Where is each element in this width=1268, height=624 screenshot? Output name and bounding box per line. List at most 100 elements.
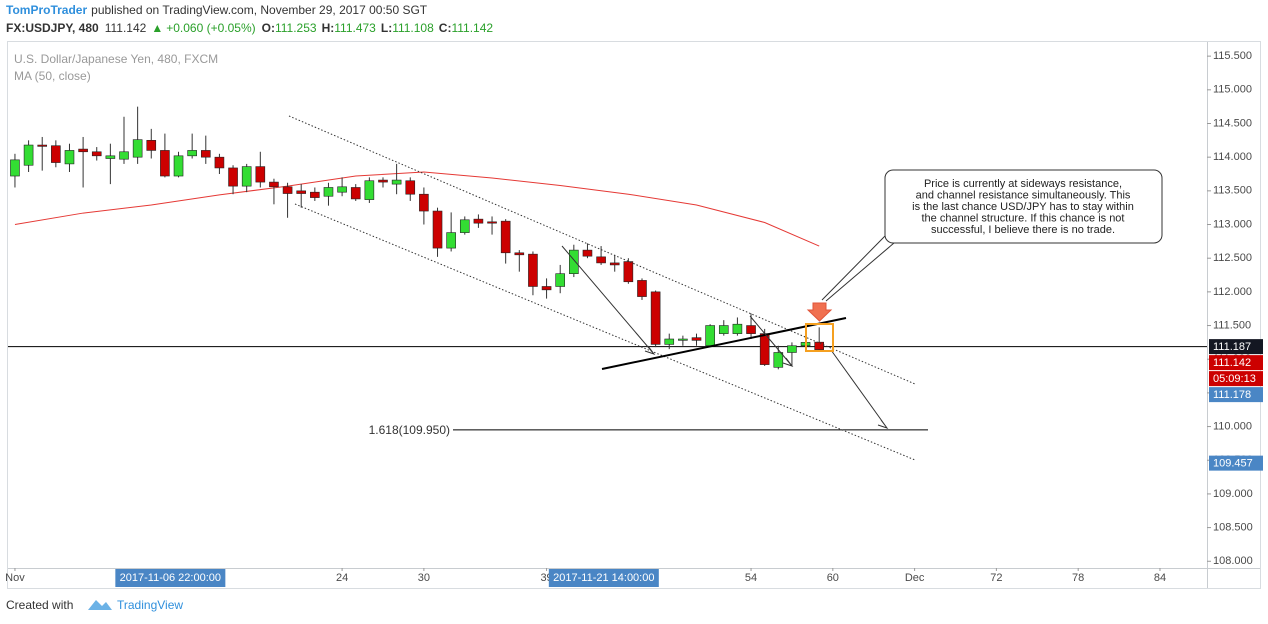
x-highlight bbox=[115, 569, 226, 587]
price-label-box bbox=[1209, 387, 1263, 403]
candle-body bbox=[255, 166, 266, 183]
candle-body bbox=[582, 249, 593, 257]
candle-body bbox=[310, 191, 320, 198]
candle-body bbox=[241, 166, 252, 187]
candle-body bbox=[146, 140, 157, 151]
symbol-line: FX:USDJPY, 480 111.142 ▲ +0.060 (+0.05%) O:1… bbox=[6, 21, 493, 35]
header-line: TomProTrader published on TradingView.com… bbox=[6, 3, 428, 17]
callout-box bbox=[884, 169, 1163, 244]
arrow bbox=[561, 245, 656, 355]
candle-body bbox=[746, 325, 756, 334]
y-tick-label: 115.500 bbox=[1213, 50, 1252, 62]
candle-body bbox=[650, 291, 661, 345]
arrow bbox=[830, 349, 889, 429]
candle-body bbox=[132, 139, 143, 158]
last: 111.142 bbox=[105, 21, 147, 35]
candle-body bbox=[446, 232, 456, 249]
candle-body bbox=[432, 210, 443, 249]
candle-body bbox=[405, 180, 416, 195]
high: 111.473 bbox=[334, 21, 376, 35]
candle-body bbox=[691, 337, 702, 341]
price-label: 109.457 bbox=[1213, 458, 1253, 470]
candle-body bbox=[569, 249, 579, 274]
price-label-box bbox=[1209, 355, 1263, 371]
x-tick-label: 30 bbox=[418, 572, 430, 584]
candle-body bbox=[678, 338, 688, 341]
x-tick-label: 54 bbox=[745, 572, 757, 584]
published: published on TradingView.com, November 2… bbox=[91, 3, 428, 17]
candle-body bbox=[500, 220, 511, 254]
candle-body bbox=[773, 352, 784, 368]
x-tick-label: Nov bbox=[5, 572, 25, 584]
logo bbox=[88, 600, 112, 610]
candle-body bbox=[51, 145, 61, 163]
legend-ma: MA (50, close) bbox=[14, 69, 91, 83]
chart-frame bbox=[7, 41, 1261, 589]
candle-body bbox=[637, 280, 647, 297]
candle-body bbox=[337, 186, 347, 193]
x-tick-label: Dec bbox=[905, 572, 925, 584]
candle-body bbox=[296, 190, 307, 194]
x-tick-label: 78 bbox=[1072, 572, 1084, 584]
candle-body bbox=[664, 338, 675, 345]
h-label: H: bbox=[322, 21, 335, 35]
candle-body bbox=[119, 151, 129, 160]
price-label: 111.187 bbox=[1213, 341, 1251, 353]
candle-body bbox=[487, 221, 497, 224]
candle-body bbox=[269, 181, 279, 188]
change: +0.060 (+0.05%) bbox=[166, 21, 255, 35]
close: 111.142 bbox=[451, 21, 493, 35]
candle-body bbox=[105, 155, 116, 159]
y-tick-label: 112.000 bbox=[1213, 286, 1252, 298]
candle-body bbox=[814, 341, 824, 350]
channel-upper bbox=[288, 115, 916, 385]
footer-brand[interactable]: TradingView bbox=[117, 598, 183, 612]
x-highlight bbox=[548, 569, 659, 587]
candle-body bbox=[10, 159, 20, 177]
y-tick-label: 111.500 bbox=[1213, 319, 1251, 331]
x-highlight-label: 2017-11-21 14:00:00 bbox=[553, 572, 654, 584]
symbol: FX:USDJPY, 480 bbox=[6, 21, 99, 35]
x-tick-label: 72 bbox=[990, 572, 1002, 584]
y-tick-label: 108.500 bbox=[1213, 521, 1253, 533]
annotation-line: successful, I believe there is no trade. bbox=[931, 224, 1115, 236]
callout-pointer bbox=[821, 235, 895, 302]
candle-body bbox=[718, 325, 729, 334]
candle-body bbox=[528, 253, 538, 287]
candle-body bbox=[37, 144, 48, 147]
candle-body bbox=[228, 167, 238, 187]
annotation-line: Price is currently at sideways resistanc… bbox=[924, 178, 1122, 190]
candle-body bbox=[173, 155, 184, 177]
candle-body bbox=[91, 151, 102, 157]
candle-body bbox=[160, 150, 170, 177]
candle-body bbox=[623, 261, 634, 283]
annotation-line: the channel structure. If this chance is… bbox=[921, 212, 1124, 224]
l-label: L: bbox=[381, 21, 392, 35]
y-tick-label: 109.000 bbox=[1213, 488, 1253, 500]
x-tick-label: 24 bbox=[336, 572, 348, 584]
x-highlight-label: 2017-11-06 22:00:00 bbox=[120, 572, 221, 584]
arrow: ▲ bbox=[151, 21, 163, 35]
channel-lower bbox=[294, 203, 916, 461]
ma-line bbox=[14, 171, 820, 247]
countdown-box bbox=[1209, 371, 1263, 387]
y-tick-label: 114.000 bbox=[1213, 151, 1252, 163]
candle-body bbox=[378, 179, 388, 183]
price-label-box bbox=[1209, 455, 1263, 471]
y-tick-label: 114.500 bbox=[1213, 117, 1252, 129]
candle-body bbox=[596, 256, 606, 264]
author[interactable]: TomProTrader bbox=[6, 3, 87, 17]
countdown: 05:09:13 bbox=[1213, 373, 1256, 385]
y-tick-label: 113.500 bbox=[1213, 185, 1252, 197]
candle-body bbox=[200, 150, 211, 158]
legend-title: U.S. Dollar/Japanese Yen, 480, FXCM bbox=[14, 52, 218, 66]
candle-body bbox=[541, 286, 552, 291]
x-tick-label: 60 bbox=[827, 572, 839, 584]
price-label-box bbox=[1209, 339, 1263, 355]
candle-body bbox=[473, 218, 484, 224]
y-tick-label: 113.000 bbox=[1213, 218, 1252, 230]
low: 111.108 bbox=[392, 21, 434, 35]
highlight-box bbox=[805, 323, 834, 352]
down-arrow bbox=[806, 302, 833, 322]
